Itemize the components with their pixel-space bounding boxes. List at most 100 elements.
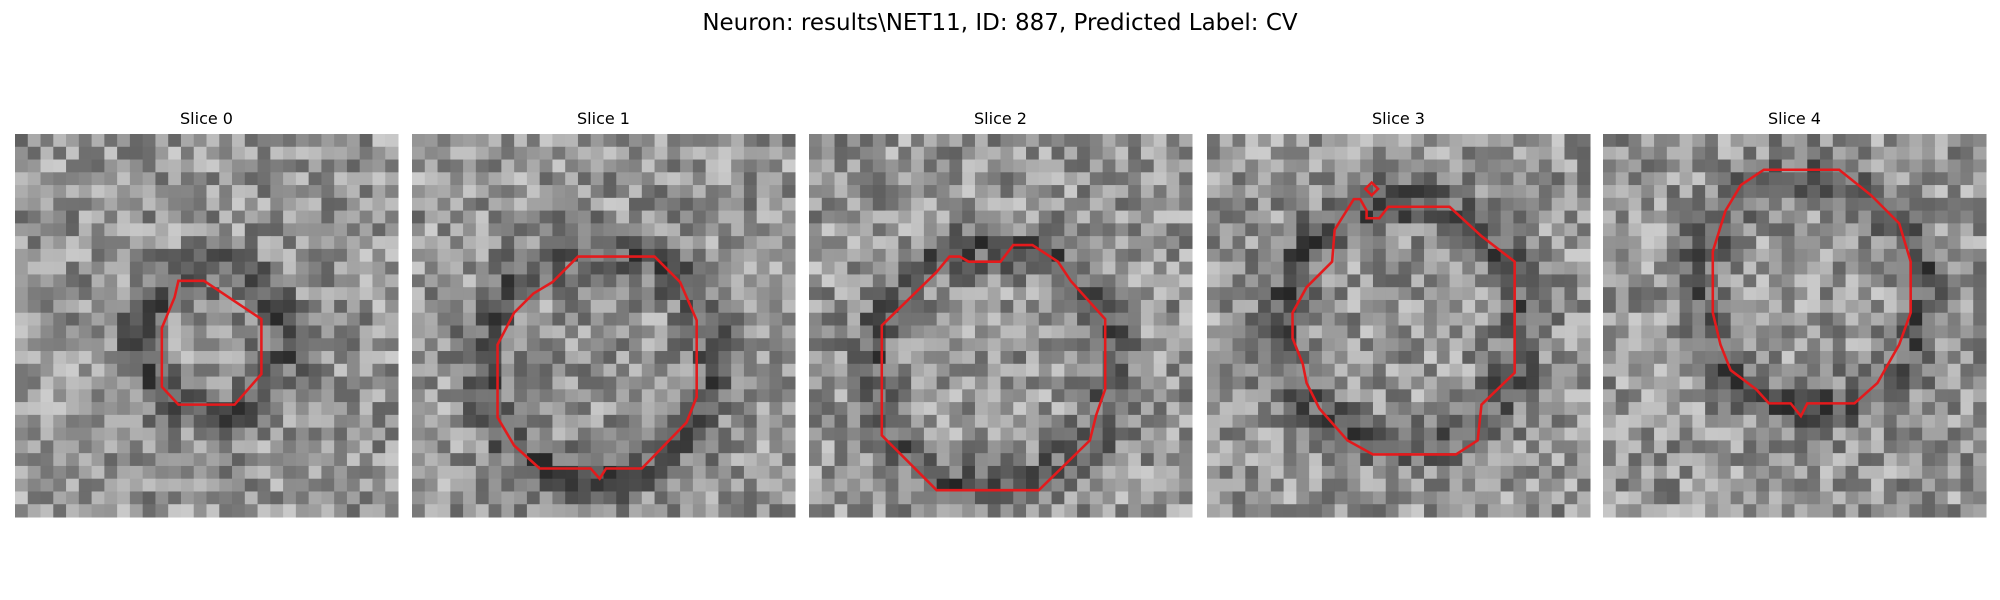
pixel	[257, 210, 271, 224]
pixel	[1666, 172, 1681, 186]
pixel	[1717, 363, 1732, 378]
pixel	[1832, 389, 1847, 403]
pixel	[1807, 504, 1821, 518]
pixel	[1807, 299, 1821, 314]
pixel	[488, 402, 502, 416]
pixel	[385, 389, 399, 403]
pixel	[1756, 261, 1770, 275]
pixel	[1038, 402, 1053, 416]
pixel	[193, 236, 208, 250]
pixel	[962, 159, 976, 173]
pixel	[1794, 440, 1808, 454]
pixel	[629, 146, 643, 161]
pixel	[385, 465, 399, 480]
pixel	[1398, 351, 1412, 365]
pixel	[1768, 261, 1783, 275]
pixel	[27, 440, 42, 454]
pixel	[654, 351, 668, 365]
pixel	[334, 236, 348, 250]
pixel	[1219, 210, 1234, 224]
pixel	[577, 287, 592, 301]
pixel	[359, 223, 373, 237]
pixel	[206, 504, 220, 518]
pixel	[1934, 389, 1949, 403]
pixel	[104, 287, 118, 301]
pixel	[526, 338, 541, 352]
pixel	[1179, 363, 1193, 378]
pixel	[872, 414, 887, 429]
pixel	[257, 146, 271, 161]
pixel	[1000, 465, 1014, 480]
pixel	[1140, 363, 1155, 378]
pixel	[1577, 287, 1591, 301]
pixel	[1000, 210, 1014, 224]
pixel	[1153, 210, 1167, 224]
pixel	[1051, 236, 1065, 250]
pixel	[654, 197, 668, 212]
pixel	[232, 185, 246, 199]
pixel	[91, 197, 105, 212]
pixel	[244, 351, 259, 365]
pixel	[692, 159, 707, 173]
pixel	[321, 427, 335, 441]
pixel	[1781, 504, 1796, 518]
pixel	[1475, 197, 1489, 212]
pixel	[1743, 402, 1757, 416]
pixel	[334, 185, 348, 199]
pixel	[1475, 363, 1489, 378]
pixel	[1102, 465, 1116, 480]
pixel	[412, 223, 426, 237]
pixel	[1858, 146, 1872, 161]
pixel	[1947, 312, 1961, 327]
pixel	[1258, 261, 1272, 275]
pixel	[129, 236, 144, 250]
pixel	[552, 236, 566, 250]
pixel	[359, 197, 373, 212]
pixel	[321, 440, 335, 454]
pixel	[680, 376, 694, 390]
pixel	[1922, 453, 1936, 467]
pixel	[1666, 274, 1681, 288]
pixel	[1717, 325, 1732, 339]
pixel	[1115, 274, 1129, 288]
pixel	[1705, 185, 1719, 199]
pixel	[1334, 159, 1348, 173]
pixel	[142, 261, 156, 275]
pixel	[821, 376, 836, 390]
pixel	[244, 427, 259, 441]
pixel	[53, 261, 67, 275]
pixel	[450, 491, 464, 505]
pixel	[1526, 478, 1540, 492]
pixel	[1705, 402, 1719, 416]
pixel	[1077, 236, 1091, 250]
pixel	[756, 402, 770, 416]
pixel	[1615, 376, 1630, 390]
pixel	[66, 223, 80, 237]
pixel	[450, 274, 464, 288]
pixel	[680, 185, 694, 199]
pixel	[1283, 274, 1297, 288]
pixel	[667, 299, 681, 314]
pixel	[782, 478, 796, 492]
pixel	[1973, 414, 1987, 429]
pixel	[1296, 312, 1310, 327]
pixel	[962, 491, 976, 505]
pixel	[450, 427, 464, 441]
pixel	[1077, 197, 1091, 212]
pixel	[1013, 325, 1027, 339]
pixel	[1883, 261, 1898, 275]
pixel	[718, 338, 732, 352]
pixel	[1077, 274, 1091, 288]
pixel	[104, 389, 118, 403]
pixel	[117, 223, 131, 237]
pixel	[1258, 312, 1272, 327]
pixel	[1628, 299, 1642, 314]
pixel	[295, 402, 310, 416]
pixel	[1258, 185, 1272, 199]
pixel	[1909, 363, 1923, 378]
pixel	[1064, 172, 1078, 186]
pixel	[321, 134, 335, 148]
pixel	[962, 427, 976, 441]
pixel	[1513, 440, 1527, 454]
